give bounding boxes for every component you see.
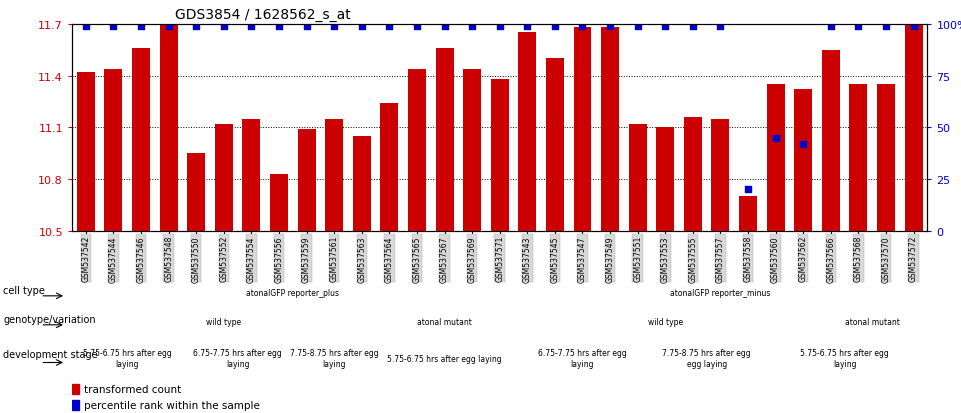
Point <box>906 24 922 30</box>
Bar <box>408 69 426 231</box>
Bar <box>463 69 481 231</box>
Text: 5.75-6.75 hrs after egg laying: 5.75-6.75 hrs after egg laying <box>387 354 502 363</box>
Text: GDS3854 / 1628562_s_at: GDS3854 / 1628562_s_at <box>175 8 351 22</box>
Point <box>244 24 259 30</box>
Point <box>106 24 121 30</box>
Bar <box>160 25 178 231</box>
Bar <box>602 28 619 231</box>
Text: 7.75-8.75 hrs after egg
egg laying: 7.75-8.75 hrs after egg egg laying <box>662 349 751 368</box>
Bar <box>132 49 150 231</box>
Bar <box>656 128 675 231</box>
Bar <box>877 85 895 231</box>
Point <box>796 141 811 148</box>
Point <box>657 24 673 30</box>
Bar <box>381 104 398 231</box>
Text: 6.75-7.75 hrs after egg
laying: 6.75-7.75 hrs after egg laying <box>193 349 282 368</box>
Bar <box>711 119 729 231</box>
Bar <box>72 384 80 394</box>
Text: development stage: development stage <box>4 349 98 359</box>
Text: atonal mutant: atonal mutant <box>845 318 899 327</box>
Text: 5.75-6.75 hrs after egg
laying: 5.75-6.75 hrs after egg laying <box>83 349 172 368</box>
Point <box>160 24 176 30</box>
Bar <box>215 125 233 231</box>
Text: 5.75-6.75 hrs after egg
laying: 5.75-6.75 hrs after egg laying <box>801 349 889 368</box>
Bar <box>518 33 536 231</box>
Bar <box>72 401 80 411</box>
Bar <box>325 119 343 231</box>
Bar <box>353 137 371 231</box>
Point <box>299 24 314 30</box>
Point <box>464 24 480 30</box>
Point <box>850 24 866 30</box>
Point <box>437 24 453 30</box>
Bar <box>628 125 647 231</box>
Bar <box>767 85 784 231</box>
Point <box>630 24 646 30</box>
Point <box>740 187 755 193</box>
Bar <box>298 130 315 231</box>
Point <box>78 24 93 30</box>
Point <box>520 24 535 30</box>
Text: genotype/variation: genotype/variation <box>4 314 96 324</box>
Bar <box>491 80 508 231</box>
Point <box>492 24 507 30</box>
Point <box>354 24 369 30</box>
Text: wild type: wild type <box>648 318 683 327</box>
Bar <box>546 59 564 231</box>
Bar <box>105 69 122 231</box>
Point <box>713 24 728 30</box>
Bar <box>739 197 757 231</box>
Bar <box>187 154 206 231</box>
Point <box>547 24 562 30</box>
Point <box>188 24 204 30</box>
Text: percentile rank within the sample: percentile rank within the sample <box>84 401 259 411</box>
Point <box>216 24 232 30</box>
Point <box>878 24 894 30</box>
Text: 6.75-7.75 hrs after egg
laying: 6.75-7.75 hrs after egg laying <box>538 349 627 368</box>
Point <box>382 24 397 30</box>
Text: atonalGFP reporter_minus: atonalGFP reporter_minus <box>670 289 771 298</box>
Text: wild type: wild type <box>207 318 241 327</box>
Bar <box>435 49 454 231</box>
Point <box>271 24 286 30</box>
Text: cell type: cell type <box>4 285 45 295</box>
Bar <box>850 85 868 231</box>
Bar <box>822 50 840 231</box>
Bar <box>574 28 591 231</box>
Bar <box>794 90 812 231</box>
Point <box>327 24 342 30</box>
Bar <box>684 118 702 231</box>
Text: 7.75-8.75 hrs after egg
laying: 7.75-8.75 hrs after egg laying <box>290 349 379 368</box>
Point <box>134 24 149 30</box>
Bar <box>77 73 95 231</box>
Text: transformed count: transformed count <box>84 384 181 394</box>
Bar <box>270 174 288 231</box>
Point <box>824 24 839 30</box>
Bar <box>904 25 923 231</box>
Point <box>685 24 701 30</box>
Bar <box>242 119 260 231</box>
Point <box>603 24 618 30</box>
Point <box>768 135 783 142</box>
Text: atonalGFP reporter_plus: atonalGFP reporter_plus <box>246 289 339 298</box>
Text: atonal mutant: atonal mutant <box>417 318 472 327</box>
Point <box>409 24 425 30</box>
Point <box>575 24 590 30</box>
